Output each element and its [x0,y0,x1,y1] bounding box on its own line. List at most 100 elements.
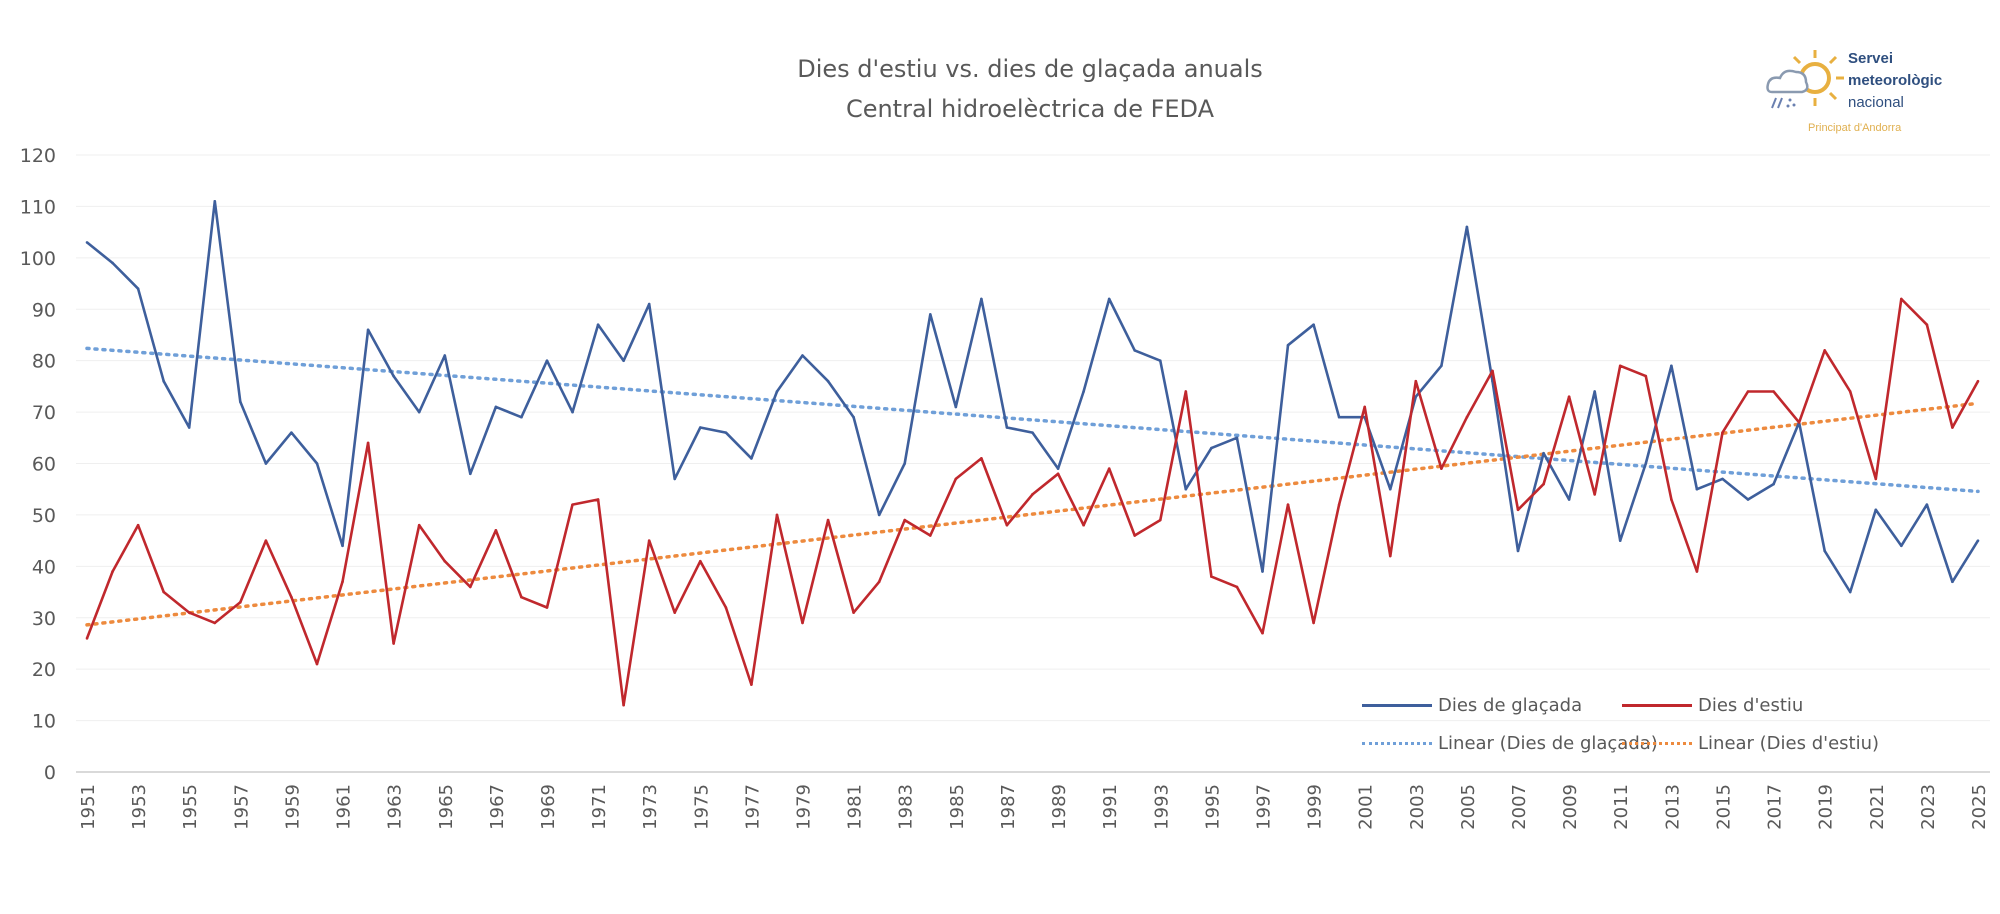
legend-item-trend-estiu: Linear (Dies d'estiu) [1622,733,1879,754]
weather-sun-cloud-icon [1766,50,1844,109]
data-point [698,426,702,429]
data-point [1107,297,1111,301]
data-point [1721,431,1724,434]
data-point [1644,374,1648,378]
data-point [443,354,447,357]
data-point [1746,498,1750,501]
data-point [1900,544,1903,548]
x-tick-label: 1965 [436,784,457,830]
data-point [596,323,600,326]
data-point [1082,523,1085,527]
data-point [417,410,421,414]
data-point [1363,405,1367,409]
data-point [1286,343,1290,347]
data-point [1184,390,1188,393]
data-point [85,241,89,244]
data-point [1337,503,1341,506]
x-tick-label: 1963 [385,784,406,830]
data-point [545,606,549,609]
chart-subtitle: Central hidroelèctrica de FEDA [845,95,1215,123]
data-point [801,354,804,357]
data-point [290,595,293,599]
data-point [136,523,140,527]
legend-item-trend-glacada: Linear (Dies de glaçada) [1362,733,1658,754]
data-point [1388,487,1392,491]
data-point [826,518,830,522]
data-point [1925,323,1929,326]
logo-text-2: meteorològic [1848,72,1943,89]
data-point [1823,549,1826,553]
x-tick-label: 1959 [282,784,303,830]
data-point [290,431,293,434]
data-point [392,374,395,378]
data-point [980,297,983,301]
x-tick-label: 1993 [1151,784,1172,830]
y-tick-label: 100 [20,248,56,270]
data-point [1900,297,1903,301]
data-point [852,415,855,419]
data-point [1721,477,1724,481]
data-point [85,637,89,640]
data-point [852,611,855,614]
legend-label-estiu: Dies d'estiu [1698,695,1804,716]
data-point [571,410,574,414]
data-point [1848,390,1852,393]
data-point [1261,570,1264,573]
x-tick-label: 1961 [334,784,355,830]
data-point [1133,349,1137,352]
legend-swatch-estiu [1622,704,1692,707]
x-tick-label: 2017 [1765,784,1786,830]
data-point [775,390,779,393]
data-point [622,703,625,707]
data-point [341,544,344,548]
data-point [264,462,268,465]
data-point [1695,570,1699,573]
y-tick-label: 60 [32,454,56,476]
x-tick-label: 1979 [794,784,815,830]
trend-line-3 [85,401,1980,627]
data-point [1235,436,1239,440]
data-point [239,601,242,604]
data-point [264,539,268,542]
x-tick-label: 1997 [1253,784,1274,830]
data-point [1388,554,1392,558]
x-tick-label: 1989 [1049,784,1070,830]
data-point [1618,364,1622,368]
data-point [1670,498,1673,501]
data-point [111,570,114,573]
x-tick-label: 2023 [1918,784,1939,830]
x-tick-label: 1967 [487,784,508,830]
data-point [417,523,421,527]
y-tick-label: 120 [20,145,56,167]
y-tick-label: 110 [20,196,56,218]
data-point [877,513,881,517]
x-tick-label: 2013 [1662,784,1683,830]
y-tick-label: 70 [32,402,56,424]
logo-text-1: Servei [1848,50,1894,67]
data-point [1542,451,1545,455]
legend-swatch-trend-estiu [1622,742,1692,745]
data-point [520,595,523,599]
data-point [1874,477,1878,481]
data-point [1951,426,1954,429]
data-point [136,287,140,290]
data-point [520,415,523,419]
data-point [622,359,625,362]
data-point [1593,390,1596,393]
data-point [1670,364,1673,368]
data-point [673,477,677,481]
x-tick-label: 1981 [845,784,866,830]
x-tick-label: 2005 [1458,784,1479,830]
data-point [1772,390,1775,393]
data-point [1542,482,1545,486]
data-point [239,400,242,404]
data-point [1644,462,1648,465]
data-point [1005,523,1009,527]
x-tick-label: 1977 [742,784,763,830]
data-point [213,621,217,625]
data-point [1925,503,1929,506]
x-tick-label: 1975 [691,784,712,830]
data-point [494,529,498,532]
data-point [1772,482,1775,486]
data-point [1261,631,1264,635]
